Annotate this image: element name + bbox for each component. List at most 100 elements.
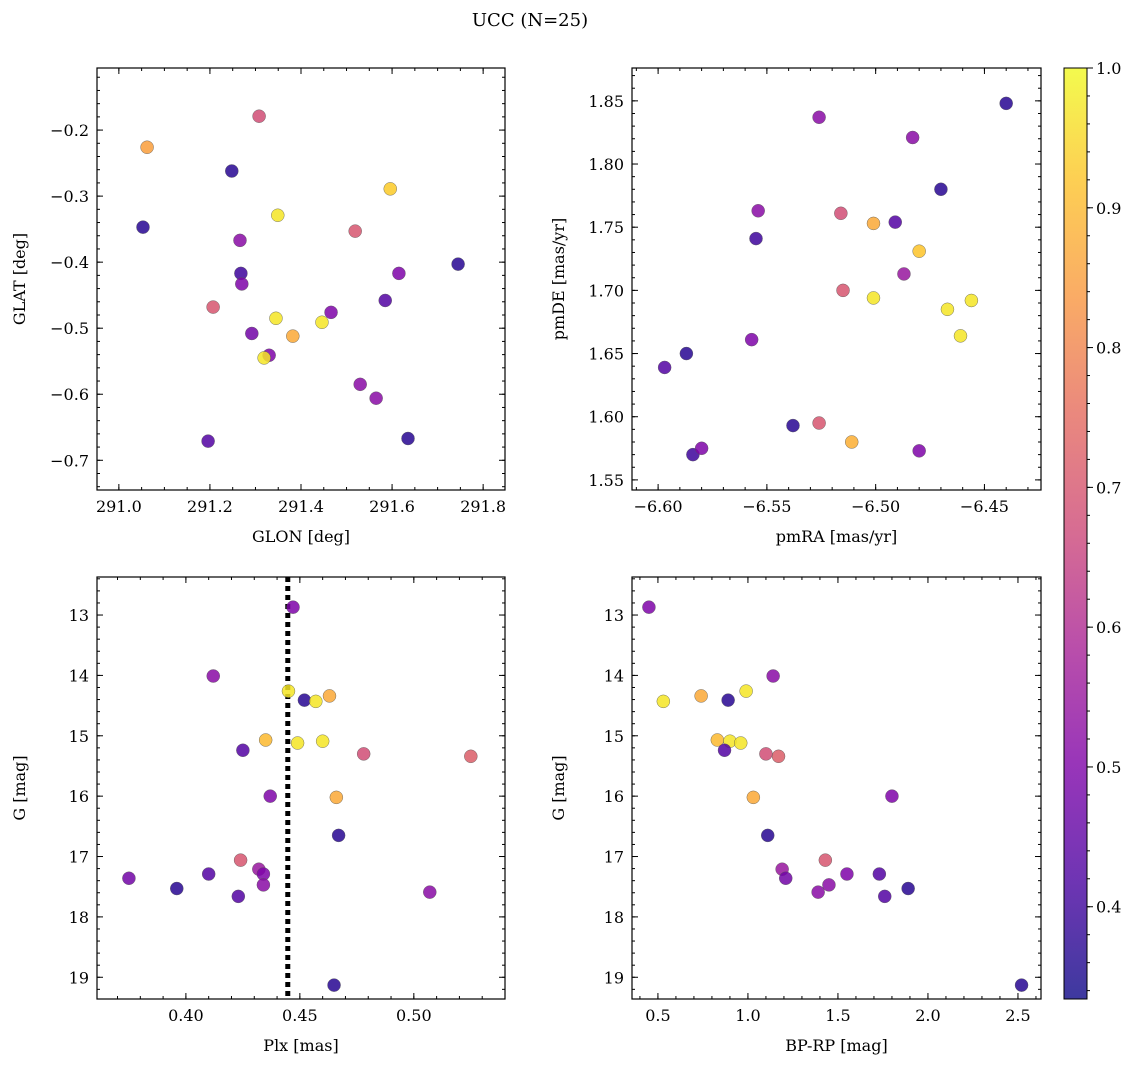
- y-tick-label: 1.55: [588, 471, 624, 490]
- subplot-4: 0.5 1.0 1.5 2.0 2.5 13 14 15 16 17 18 19 BP-RP [mag]…: [549, 576, 1042, 1055]
- data-point: [999, 96, 1013, 111]
- colorbar-tick-label: 0.8: [1096, 339, 1121, 358]
- axes-frame: [96, 67, 506, 491]
- y-tick-label: 18: [69, 908, 89, 927]
- data-point: [122, 871, 136, 885]
- data-point: [324, 305, 338, 320]
- data-point: [236, 743, 250, 757]
- data-point: [812, 110, 826, 124]
- data-point: [136, 220, 150, 234]
- colorbar: 0.4 0.5 0.6 0.7 0.8 0.9 1.0: [1063, 59, 1121, 1000]
- data-point: [309, 694, 323, 709]
- data-point: [423, 885, 437, 899]
- y-tick-label: 15: [69, 727, 89, 746]
- data-point: [779, 871, 793, 885]
- x-tick-label: −6.60: [634, 497, 683, 516]
- data-point: [392, 266, 406, 281]
- data-point: [897, 267, 911, 281]
- data-point: [201, 434, 215, 448]
- x-tick-label: 0.40: [168, 1006, 204, 1025]
- colorbar-gradient: [1064, 68, 1087, 999]
- data-point: [934, 182, 948, 196]
- data-point: [866, 291, 881, 305]
- axes-frame: [96, 576, 506, 1000]
- y-tick-label: 14: [604, 666, 624, 685]
- data-point: [642, 600, 656, 614]
- data-point: [269, 311, 283, 325]
- data-point: [401, 431, 415, 446]
- data-point: [888, 215, 902, 229]
- data-point: [353, 377, 367, 392]
- data-point: [822, 878, 836, 892]
- data-point: [818, 853, 833, 867]
- axes-frame: [631, 67, 1042, 491]
- data-point: [872, 867, 887, 881]
- data-point: [953, 329, 968, 343]
- y-tick-label: 1.80: [588, 155, 624, 174]
- y-tick-label: 14: [69, 666, 89, 685]
- data-point: [878, 889, 892, 904]
- x-tick-label: 291.0: [96, 497, 142, 516]
- data-point: [717, 743, 732, 757]
- data-point: [744, 332, 759, 347]
- x-tick-label: 291.6: [369, 497, 415, 516]
- data-point: [739, 684, 753, 698]
- data-point: [786, 418, 800, 433]
- data-point: [749, 231, 763, 246]
- colorbar-tick-label: 1.0: [1096, 59, 1121, 78]
- y-axis-label: G [mag]: [10, 755, 29, 820]
- figure-title: UCC (N=25): [472, 10, 588, 31]
- data-point: [258, 733, 273, 747]
- data-point: [1014, 978, 1029, 992]
- y-tick-label: 13: [604, 606, 624, 625]
- data-point: [761, 828, 775, 843]
- y-tick-label: 15: [604, 727, 624, 746]
- data-point: [766, 669, 780, 683]
- data-point: [912, 444, 926, 458]
- data-point: [271, 208, 285, 222]
- data-point: [348, 224, 362, 238]
- colorbar-tick-label: 0.4: [1096, 898, 1121, 917]
- x-tick-label: 1.5: [825, 1006, 850, 1025]
- y-tick-label: −0.6: [50, 385, 89, 404]
- data-point: [286, 329, 300, 343]
- y-tick-label: 1.75: [588, 218, 624, 237]
- y-tick-label: 18: [604, 908, 624, 927]
- data-point: [964, 293, 979, 308]
- x-tick-label: 2.0: [915, 1006, 940, 1025]
- data-point: [694, 689, 708, 703]
- data-point: [233, 853, 248, 867]
- y-tick-label: 1.60: [588, 408, 624, 427]
- x-tick-label: 0.5: [645, 1006, 670, 1025]
- x-axis-label: Plx [mas]: [263, 1036, 338, 1055]
- y-axis-label: pmDE [mas/yr]: [549, 218, 568, 341]
- data-point: [836, 283, 850, 298]
- data-point: [290, 736, 305, 750]
- y-tick-label: 19: [69, 968, 89, 987]
- data-point: [811, 885, 825, 899]
- x-axis-label: pmRA [mas/yr]: [776, 527, 898, 546]
- y-tick-label: 1.85: [588, 92, 624, 111]
- data-point: [451, 257, 465, 271]
- data-point: [263, 789, 277, 803]
- x-tick-label: 1.0: [735, 1006, 760, 1025]
- y-tick-label: 1.65: [588, 345, 624, 364]
- data-point: [840, 867, 854, 881]
- data-point: [812, 416, 826, 430]
- y-tick-label: 1.70: [588, 281, 624, 300]
- data-point: [656, 694, 671, 709]
- data-point: [225, 164, 239, 178]
- y-axis-label: GLAT [deg]: [10, 233, 29, 325]
- data-point: [231, 889, 246, 904]
- x-axis-label: GLON [deg]: [252, 527, 350, 546]
- data-point: [912, 244, 926, 258]
- data-point: [331, 828, 346, 843]
- colorbar-tick-label: 0.7: [1096, 478, 1121, 497]
- data-point: [233, 233, 247, 248]
- data-point: [356, 747, 371, 761]
- data-point: [257, 351, 271, 365]
- x-tick-label: 0.50: [396, 1006, 432, 1025]
- y-tick-label: −0.7: [50, 451, 89, 470]
- data-point: [327, 978, 341, 992]
